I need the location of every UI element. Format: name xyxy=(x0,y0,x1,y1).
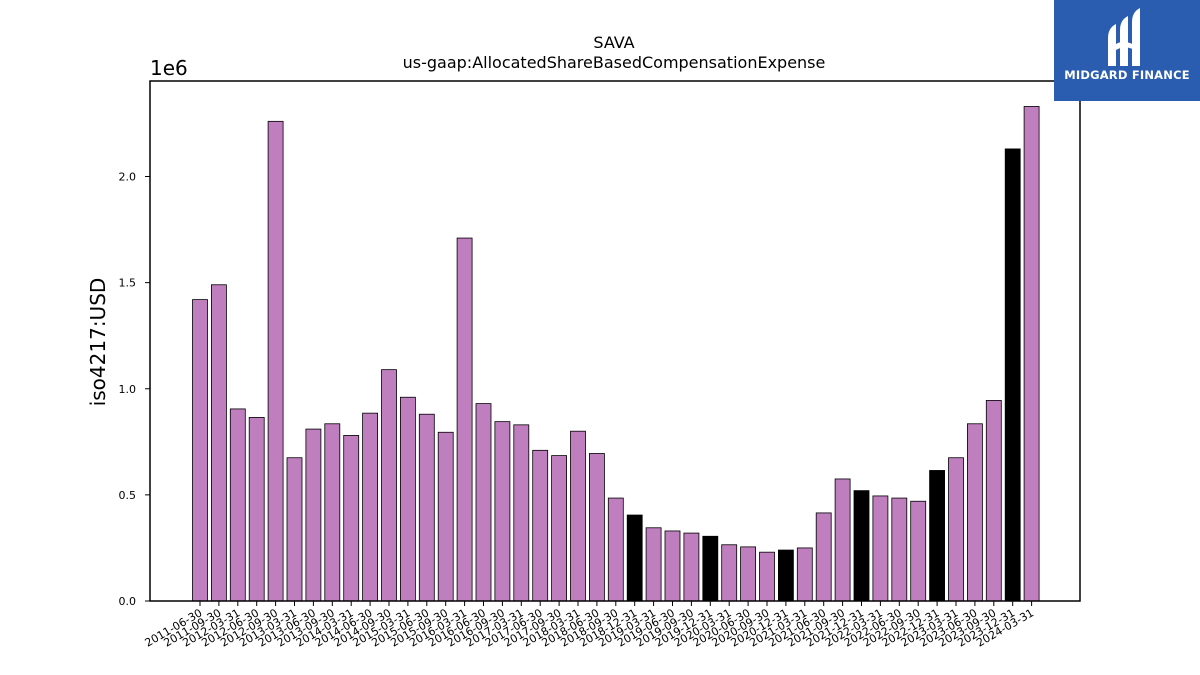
bar-2014-09-30 xyxy=(381,369,397,602)
chart-subtitle: us-gaap:AllocatedShareBasedCompensationE… xyxy=(403,53,826,72)
y-axis-ticks: 0.0 0.5 1.0 1.5 2.0 xyxy=(119,171,150,608)
bar-2020-09-30 xyxy=(759,551,775,602)
bar-2012-03-31 xyxy=(229,408,246,602)
bar-2024-03-31 xyxy=(1023,106,1040,602)
bar-2017-09-30 xyxy=(551,455,567,602)
bar-2021-06-30 xyxy=(815,512,832,602)
bar-2017-03-31 xyxy=(513,424,530,602)
y-axis-label: iso4217:USD xyxy=(86,278,110,407)
y-tick-label: 1.5 xyxy=(119,277,137,290)
midgard-logo-icon xyxy=(1108,8,1140,66)
bar-2014-03-31 xyxy=(343,435,360,602)
bar-2012-06-30 xyxy=(248,417,265,602)
bar-2016-03-31 xyxy=(456,237,473,602)
bar-2021-03-31 xyxy=(796,547,813,602)
bar-2018-09-30 xyxy=(607,497,624,602)
bar-2015-03-31 xyxy=(399,396,416,602)
bar-2019-12-31 xyxy=(702,535,719,602)
bar-2016-09-30 xyxy=(494,421,511,602)
bar-2015-09-30 xyxy=(437,431,454,602)
bar-2014-06-30 xyxy=(362,412,379,602)
bar-2019-06-30 xyxy=(664,530,681,602)
x-axis-ticks: 2011-06-302011-09-302012-03-312012-06-30… xyxy=(143,601,1036,650)
y-tick-label: 0.0 xyxy=(119,595,137,608)
bar-2011-06-30 xyxy=(192,299,208,602)
y-tick-label: 2.0 xyxy=(119,171,137,184)
bar-2023-12-31 xyxy=(1004,148,1021,602)
bar-2022-09-30 xyxy=(910,500,927,602)
bar-2013-09-30 xyxy=(324,423,341,602)
bar-2020-12-31 xyxy=(778,549,794,602)
bar-2020-03-31 xyxy=(721,544,738,602)
bar-2022-06-30 xyxy=(891,497,908,602)
bar-2011-09-30 xyxy=(210,284,227,602)
bar-2021-09-30 xyxy=(834,478,851,602)
bar-2022-12-31 xyxy=(929,470,945,602)
bar-2017-06-30 xyxy=(532,449,549,602)
bar-2016-06-30 xyxy=(475,403,492,602)
plot-frame xyxy=(149,80,1081,602)
bars-group xyxy=(192,106,1040,602)
bar-2023-03-31 xyxy=(948,457,964,602)
bar-2020-06-30 xyxy=(740,546,756,602)
bar-2018-06-30 xyxy=(589,453,605,602)
bar-2018-03-31 xyxy=(570,430,586,602)
bar-2023-09-30 xyxy=(985,400,1002,602)
logo-text: MIDGARD FINANCE xyxy=(1064,68,1190,82)
bar-2019-03-31 xyxy=(645,527,662,602)
bar-2015-06-30 xyxy=(418,413,435,602)
y-tick-label: 0.5 xyxy=(119,489,137,502)
bar-2023-06-30 xyxy=(967,423,983,602)
y-axis-offset-label: 1e6 xyxy=(150,56,188,80)
chart-title: SAVA xyxy=(593,33,634,52)
bar-2021-12-31 xyxy=(853,490,870,602)
bar-2012-09-30 xyxy=(267,120,284,602)
bar-2022-03-31 xyxy=(872,495,889,602)
bar-2018-12-31 xyxy=(626,514,643,602)
bar-2019-09-30 xyxy=(683,532,700,602)
y-tick-label: 1.0 xyxy=(119,383,137,396)
midgard-finance-logo: MIDGARD FINANCE xyxy=(1054,0,1200,101)
bar-2013-06-30 xyxy=(305,428,322,602)
bar-2013-03-31 xyxy=(286,457,303,602)
